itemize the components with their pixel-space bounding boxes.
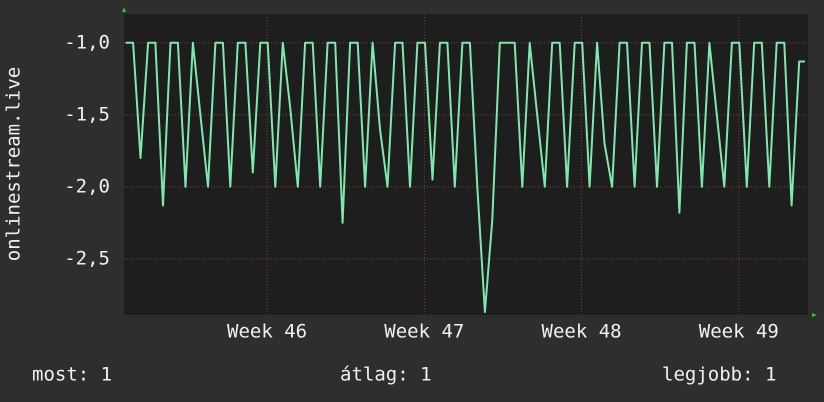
legend-item: legjobb: 1 (662, 364, 776, 386)
x-tick-label: Week 48 (542, 321, 622, 343)
x-tick-label: Week 47 (384, 321, 464, 343)
plot-area (124, 14, 808, 315)
y-tick-label: -2,5 (64, 247, 110, 269)
x-tick-label: Week 46 (227, 321, 307, 343)
legend-item: átlag: 1 (340, 364, 432, 386)
legend-item: most: 1 (32, 364, 112, 386)
axis-arrow (812, 313, 817, 317)
y-tick-label: -2,0 (64, 175, 110, 197)
y-tick-label: -1,0 (64, 31, 110, 53)
y-axis-label: onlinestream.live (3, 67, 25, 261)
series-line (125, 41, 805, 314)
axis-arrow (122, 7, 126, 12)
x-tick-label: Week 49 (699, 321, 779, 343)
y-tick-label: -1,5 (64, 103, 110, 125)
